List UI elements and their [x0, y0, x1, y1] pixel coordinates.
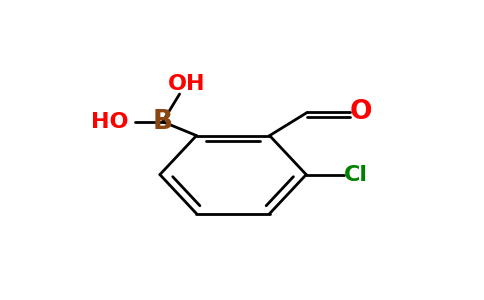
Text: O: O	[349, 100, 372, 125]
Text: OH: OH	[168, 74, 206, 94]
Text: HO: HO	[91, 112, 129, 132]
Text: Cl: Cl	[344, 165, 368, 184]
Text: B: B	[152, 109, 173, 135]
